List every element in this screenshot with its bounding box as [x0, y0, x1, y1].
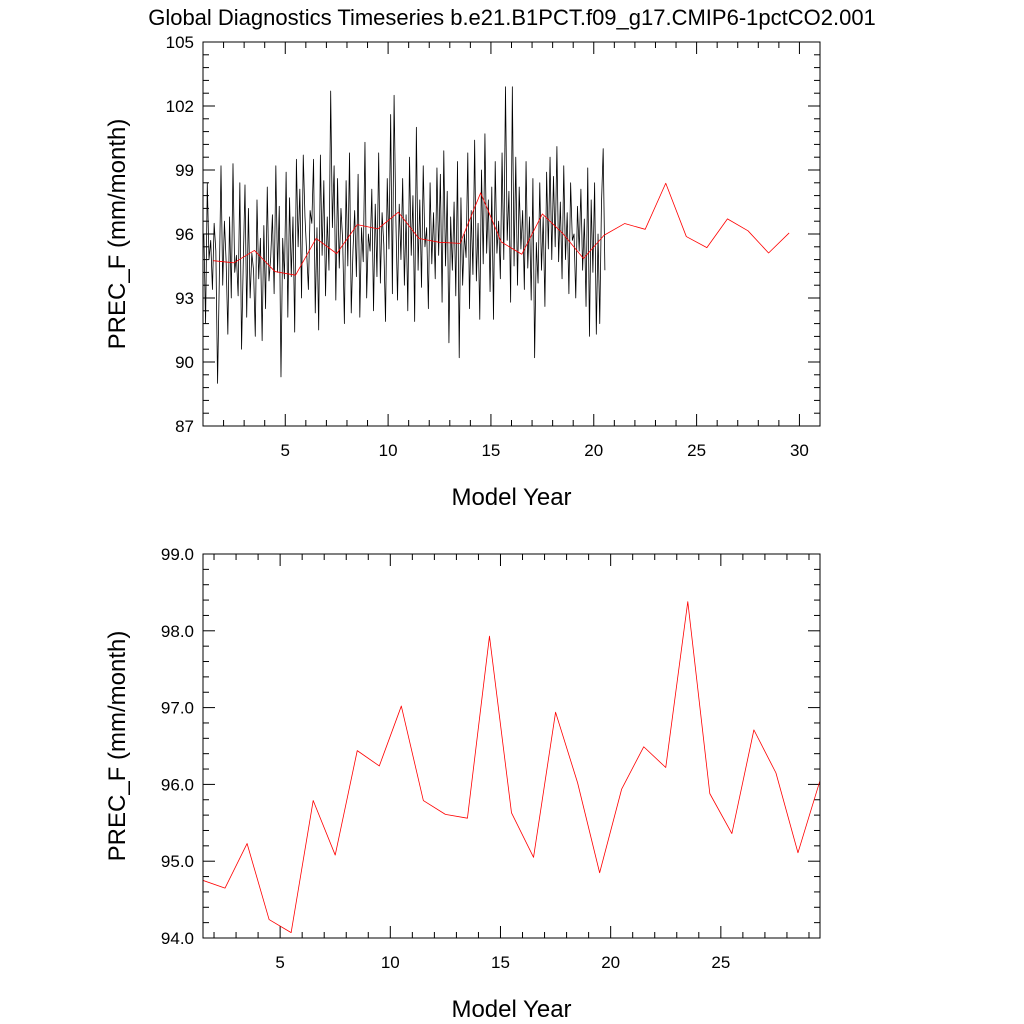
bottom-y-tick-label: 94.0 — [161, 929, 194, 948]
bottom-panel: 5 10 15 20 25 94.0 95.0 96.0 97.0 98.0 99.0 Model … — [104, 545, 821, 1023]
top-y-tick-label: 90 — [175, 353, 194, 372]
bottom-y-tick-label: 96.0 — [161, 775, 194, 794]
top-y-tick-label: 99 — [175, 161, 194, 180]
bottom-plot-frame — [202, 553, 821, 939]
top-x-axis-title: Model Year — [451, 484, 571, 511]
bottom-panel-ticks — [203, 553, 820, 939]
bottom-x-tick-label: 5 — [275, 953, 284, 972]
bottom-x-tick-label: 25 — [711, 953, 730, 972]
bottom-x-tick-label: 15 — [491, 953, 510, 972]
bottom-panel-series — [203, 601, 820, 934]
bottom-annual-mean-line — [203, 601, 820, 934]
bottom-y-tick-label: 98.0 — [161, 622, 194, 641]
bottom-panel-tick-labels: 5 10 15 20 25 94.0 95.0 96.0 97.0 98.0 99.0 — [161, 545, 730, 972]
top-y-tick-label: 102 — [166, 97, 194, 116]
top-y-tick-label: 87 — [175, 417, 194, 436]
bottom-y-tick-label: 99.0 — [161, 545, 194, 564]
top-annual-mean-line — [213, 182, 790, 276]
top-panel: 5 10 15 20 25 30 87 90 93 96 99 102 105 Model Year P… — [104, 33, 821, 511]
top-y-tick-label: 105 — [166, 33, 194, 52]
bottom-y-axis-title: PREC_F (mm/month) — [104, 631, 131, 862]
bottom-x-axis-title: Model Year — [451, 996, 571, 1023]
top-y-axis-title: PREC_F (mm/month) — [104, 119, 131, 350]
top-plot-frame — [202, 41, 821, 427]
top-panel-tick-labels: 5 10 15 20 25 30 87 90 93 96 99 102 105 — [166, 33, 809, 460]
top-x-tick-label: 25 — [687, 441, 706, 460]
top-x-tick-label: 10 — [379, 441, 398, 460]
bottom-y-tick-label: 97.0 — [161, 699, 194, 718]
top-panel-series — [203, 86, 790, 384]
top-y-tick-label: 93 — [175, 289, 194, 308]
bottom-x-tick-label: 20 — [601, 953, 620, 972]
top-monthly-line — [203, 86, 606, 384]
top-x-tick-label: 20 — [584, 441, 603, 460]
top-y-tick-label: 96 — [175, 225, 194, 244]
bottom-x-tick-label: 10 — [381, 953, 400, 972]
top-x-tick-label: 5 — [281, 441, 290, 460]
bottom-y-tick-label: 95.0 — [161, 852, 194, 871]
figure-title: Global Diagnostics Timeseries b.e21.B1PC… — [148, 5, 876, 30]
top-x-tick-label: 30 — [790, 441, 809, 460]
top-x-tick-label: 15 — [481, 441, 500, 460]
